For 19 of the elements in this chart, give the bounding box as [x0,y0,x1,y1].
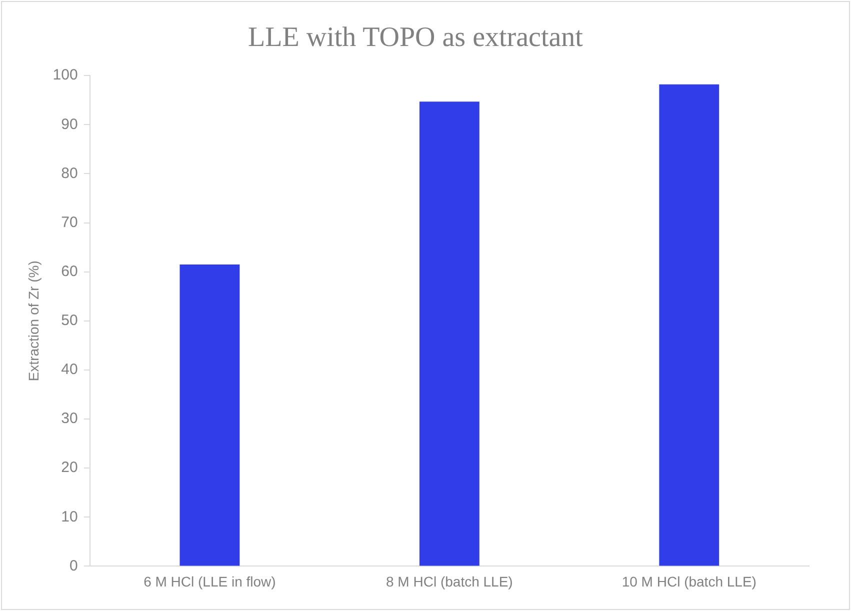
y-axis-title: Extraction of Zr (%) [25,260,42,382]
y-tick-label: 90 [61,116,78,133]
bar [659,84,720,566]
y-tick-label: 20 [61,459,78,476]
y-tick-label: 0 [69,557,78,574]
y-tick-label: 70 [61,214,78,231]
y-tick-label: 50 [61,312,78,330]
x-tick-label: 10 M HCl (batch LLE) [622,573,756,590]
bar [419,102,480,566]
x-tick-label: 6 M HCl (LLE in flow) [144,573,276,590]
y-tick-label: 80 [61,164,78,182]
y-tick-label: 40 [61,361,78,378]
y-tick-label: 100 [52,66,78,84]
chart-title: LLE with TOPO as extractant [248,22,584,54]
y-tick-label: 60 [61,262,78,280]
y-tick-label: 30 [61,410,78,428]
bar [180,264,240,566]
x-tick-label: 8 M HCl (batch LLE) [386,573,513,590]
y-tick-label: 10 [61,508,78,526]
